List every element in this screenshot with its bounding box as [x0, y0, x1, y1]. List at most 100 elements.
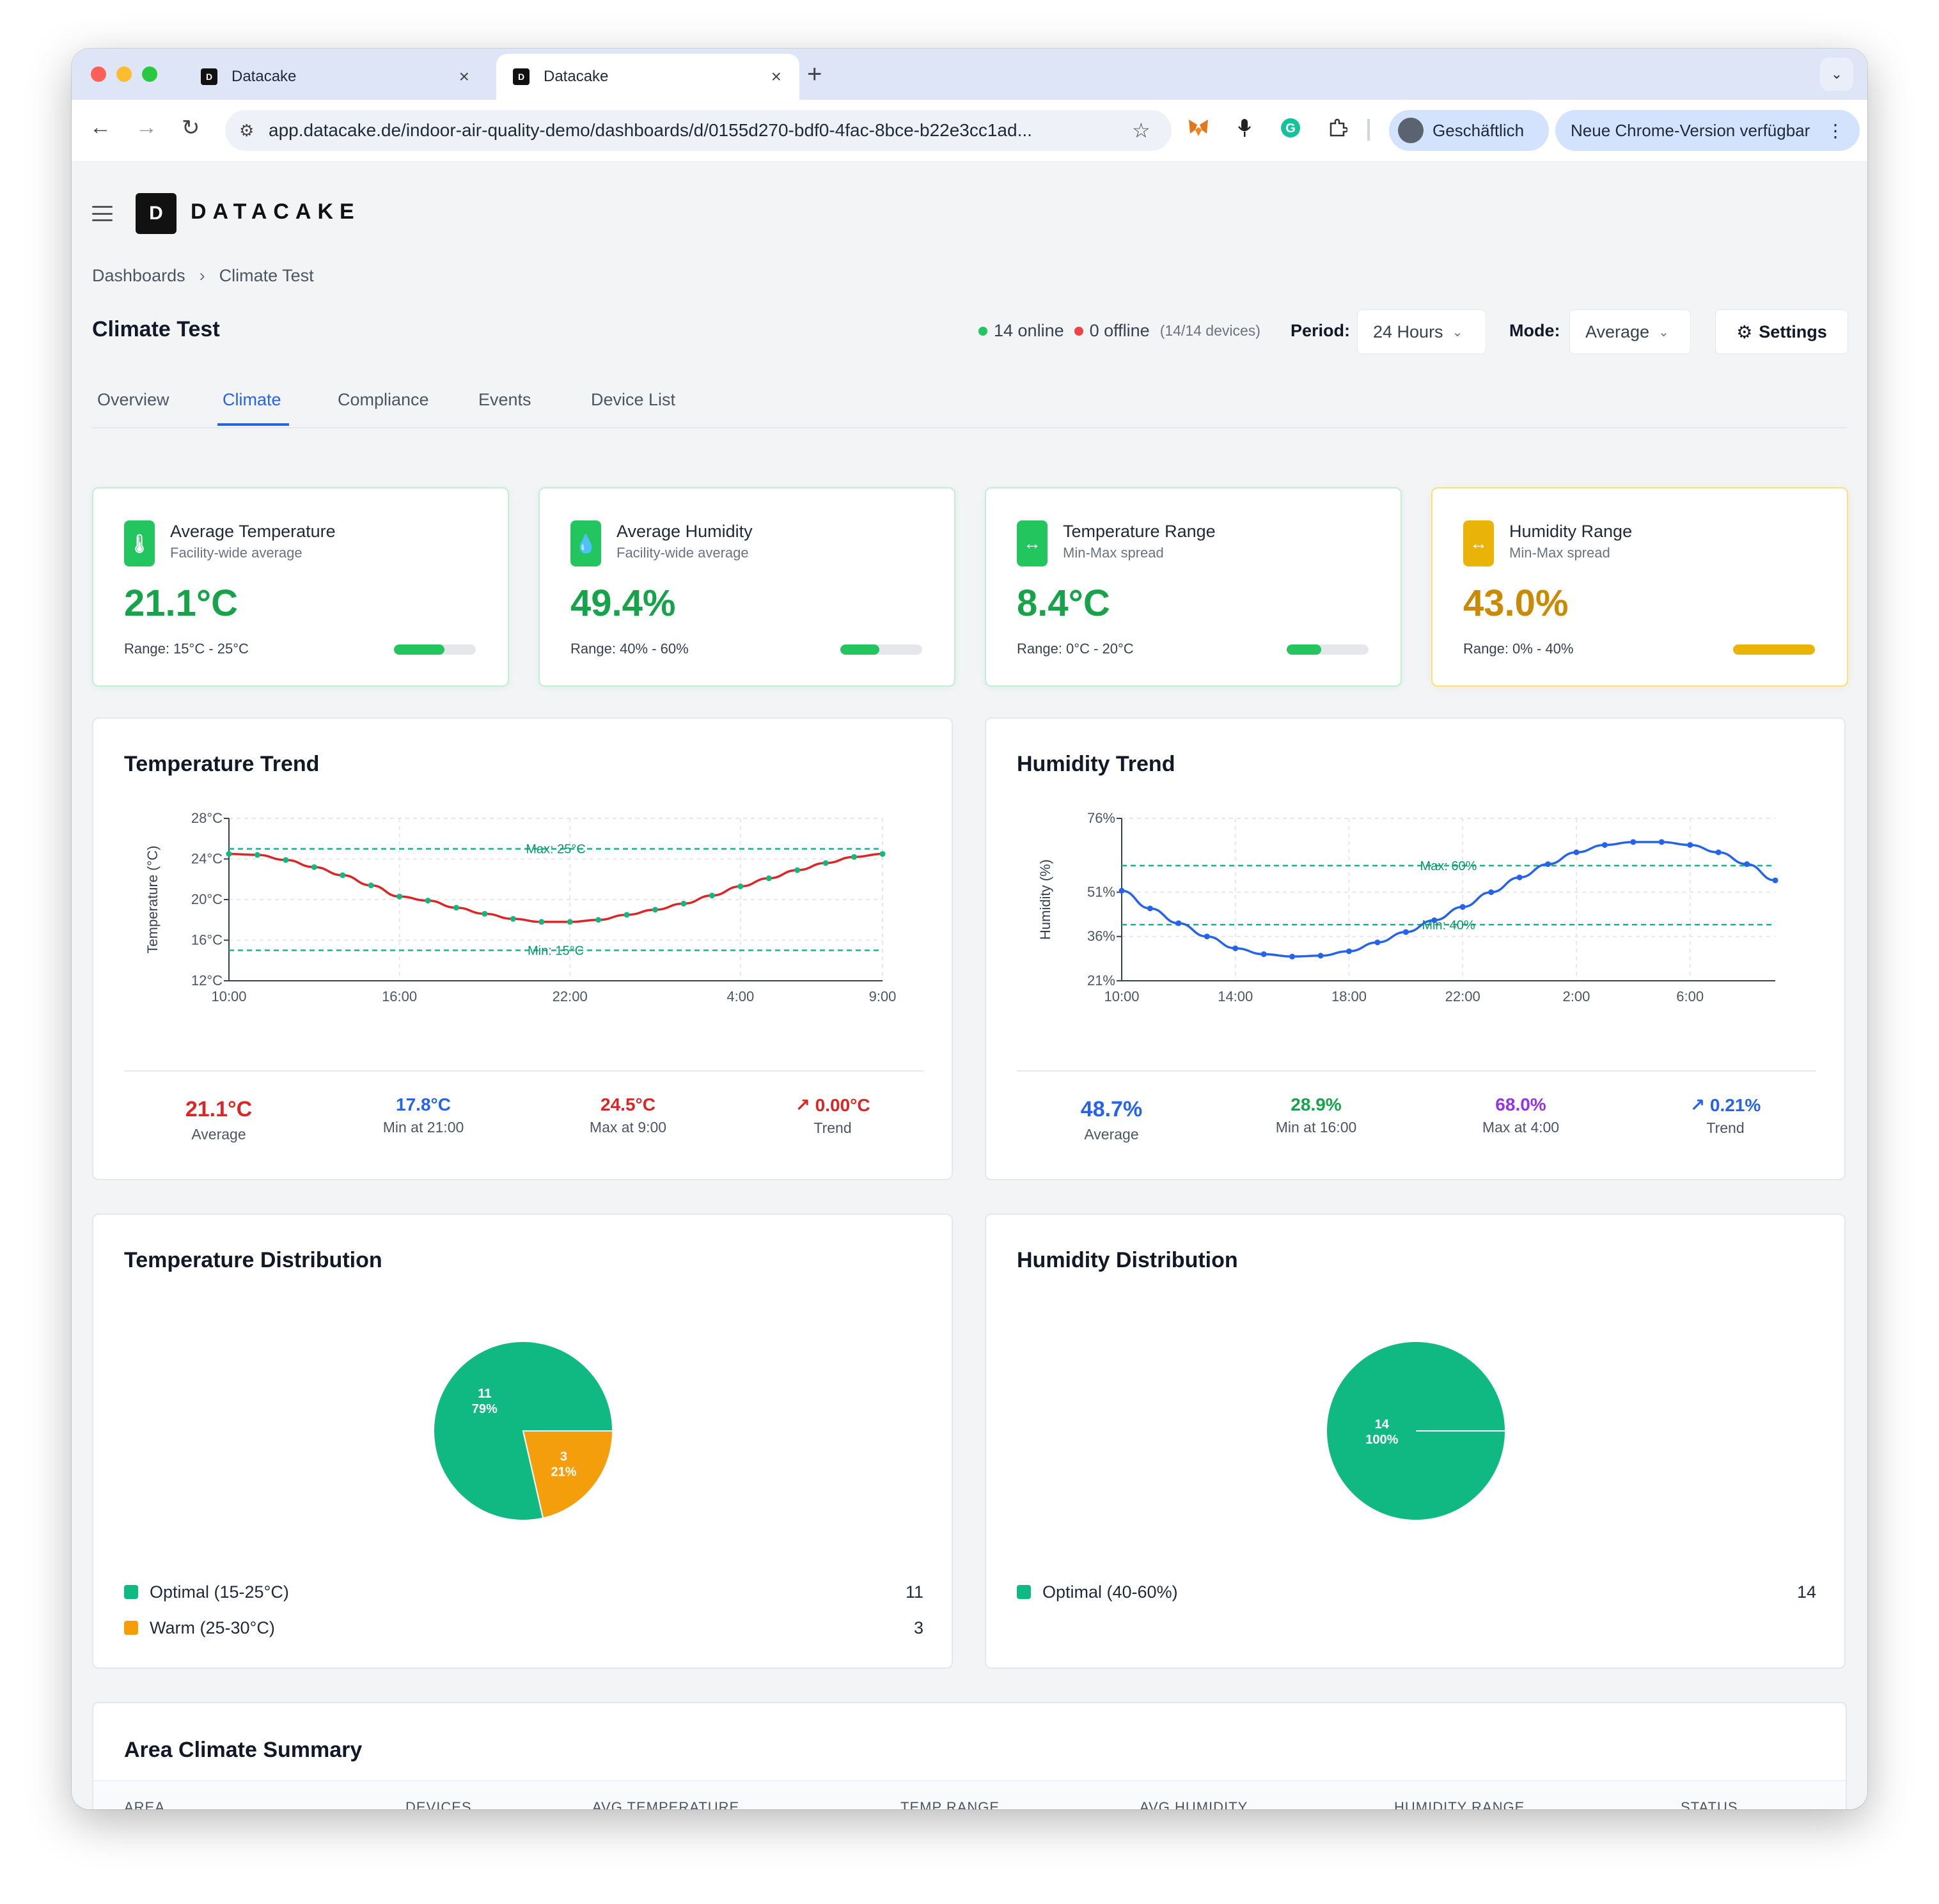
pie-slice — [433, 1341, 614, 1521]
stat-value: 48.7% — [1080, 1097, 1143, 1121]
profile-button[interactable]: Geschäftlich — [1389, 110, 1549, 151]
stat-value: 17.8°C — [396, 1095, 451, 1114]
chrome-update-button[interactable]: Neue Chrome-Version verfügbar ⋮ — [1555, 110, 1860, 151]
kpi-subtitle: Facility-wide average — [616, 545, 749, 561]
stat-label: Max at 9:00 — [589, 1119, 667, 1135]
period-select[interactable]: 24 Hours ⌄ — [1357, 309, 1486, 354]
data-point — [538, 919, 545, 925]
page-title: Climate Test — [92, 317, 220, 341]
data-point — [567, 919, 573, 925]
kpi-title: Temperature Range — [1063, 522, 1216, 541]
legend-count: 14 — [1796, 1582, 1816, 1602]
stat-label: Trend — [813, 1120, 852, 1136]
new-tab-button[interactable]: + — [807, 60, 822, 88]
data-point — [425, 898, 431, 904]
stat-value: ↗ 0.21% — [1690, 1095, 1761, 1115]
legend-label: Warm (25-30°C) — [150, 1618, 275, 1637]
pie-label-count: 11 — [478, 1387, 491, 1401]
pie-label-percent: 100% — [1365, 1433, 1398, 1447]
column-header-humidity-range[interactable]: HUMIDITY RANGE — [1394, 1799, 1525, 1809]
close-window-button[interactable] — [91, 66, 106, 82]
kpi-progress-bar — [840, 644, 922, 655]
y-tick-label: 24°C — [191, 851, 223, 867]
reference-line-label: Max: 60% — [1420, 859, 1477, 873]
column-header-devices[interactable]: DEVICES — [405, 1799, 472, 1809]
data-point — [1658, 839, 1665, 845]
data-point — [794, 867, 801, 873]
tab-overview[interactable]: Overview — [97, 390, 169, 409]
settings-button[interactable]: ⚙ Settings — [1715, 309, 1848, 354]
data-point — [453, 905, 459, 911]
kpi-card-humidity-range: ↔ Humidity Range Min-Max spread 43.0% Ra… — [1431, 487, 1848, 687]
metamask-extension-icon[interactable] — [1187, 116, 1210, 139]
datacake-logo-icon[interactable]: D — [136, 193, 177, 234]
browser-tab-1[interactable]: D Datacake × — [184, 54, 487, 100]
menu-icon[interactable] — [92, 206, 113, 221]
pie-label-count: 3 — [560, 1450, 567, 1464]
breadcrumb-dashboards[interactable]: Dashboards — [92, 266, 185, 285]
back-button[interactable]: ← — [90, 115, 111, 139]
close-tab-icon[interactable]: × — [459, 66, 469, 86]
grammarly-extension-icon[interactable]: G — [1279, 116, 1302, 139]
column-header-status[interactable]: STATUS — [1681, 1799, 1738, 1809]
stat-max: 24.5°C Max at 9:00 — [538, 1095, 718, 1136]
url-text[interactable]: app.datacake.de/indoor-air-quality-demo/… — [269, 120, 1032, 140]
column-header-temp-range[interactable]: TEMP RANGE — [900, 1799, 1000, 1809]
device-count: (14/14 devices) — [1159, 322, 1260, 339]
more-menu-icon[interactable]: ⋮ — [1826, 120, 1844, 141]
stat-average: 21.1°C Average — [129, 1097, 308, 1143]
kpi-progress-bar — [1733, 644, 1815, 655]
mode-value: Average — [1585, 322, 1650, 341]
bookmark-star-icon[interactable]: ☆ — [1132, 119, 1150, 142]
tab-events[interactable]: Events — [478, 390, 531, 409]
microphone-icon[interactable] — [1233, 116, 1256, 139]
offline-count: 0 offline — [1089, 321, 1150, 340]
temperature-trend-card: Temperature Trend 12°C 16°C 20°C 24°C 28°C 10… — [92, 717, 953, 1180]
browser-toolbar: ← → ↻ ⚙ app.datacake.de/indoor-air-quali… — [72, 100, 1867, 162]
reference-line-label: Min: 15°C — [528, 944, 584, 958]
column-header-avg-temperature[interactable]: AVG TEMPERATURE — [592, 1799, 740, 1809]
stat-value: 68.0% — [1495, 1095, 1546, 1114]
minimize-window-button[interactable] — [116, 66, 132, 82]
gear-icon: ⚙ — [1736, 322, 1753, 342]
table-header — [93, 1780, 1846, 1809]
legend-item[interactable]: Warm (25-30°C) 3 — [124, 1615, 923, 1641]
chevron-down-icon: ⌄ — [1830, 66, 1843, 82]
data-point — [311, 864, 317, 870]
tab-compliance[interactable]: Compliance — [338, 390, 429, 409]
kpi-progress-bar — [1287, 644, 1369, 655]
column-header-avg-humidity[interactable]: AVG HUMIDITY — [1140, 1799, 1248, 1809]
tab-search-button[interactable]: ⌄ — [1820, 58, 1853, 91]
site-settings-icon[interactable]: ⚙ — [239, 120, 255, 140]
kpi-value: 21.1°C — [124, 582, 238, 624]
reload-button[interactable]: ↻ — [182, 116, 200, 140]
browser-tab-2[interactable]: D Datacake × — [496, 54, 799, 100]
data-point — [1459, 904, 1466, 910]
offline-dot-icon — [1074, 326, 1083, 336]
mode-select[interactable]: Average ⌄ — [1569, 309, 1691, 354]
data-point — [709, 893, 715, 899]
tab-device-list[interactable]: Device List — [591, 390, 676, 409]
stat-average: 48.7% Average — [1022, 1097, 1201, 1143]
area-climate-summary-card: Area Climate Summary AREA DEVICES AVG TE… — [92, 1702, 1847, 1809]
legend-item[interactable]: Optimal (40-60%) 14 — [1017, 1579, 1816, 1605]
y-tick-label: 21% — [1087, 972, 1115, 988]
x-tick-label: 9:00 — [869, 988, 897, 1004]
chevron-down-icon: ⌄ — [1658, 325, 1669, 339]
extensions-puzzle-icon[interactable] — [1326, 116, 1349, 139]
address-bar[interactable]: ⚙ app.datacake.de/indoor-air-quality-dem… — [225, 110, 1172, 151]
y-axis-label: Humidity (%) — [1037, 859, 1053, 940]
tab-climate[interactable]: Climate — [223, 390, 281, 409]
stat-value: 28.9% — [1291, 1095, 1342, 1114]
maximize-window-button[interactable] — [142, 66, 157, 82]
data-point — [1431, 917, 1438, 923]
column-header-area[interactable]: AREA — [124, 1799, 165, 1809]
data-point — [624, 912, 630, 918]
humidity-trend-card: Humidity Trend 21% 36% 51% 76% 10:00 14:00 18:… — [985, 717, 1846, 1180]
legend-item[interactable]: Optimal (15-25°C) 11 — [124, 1579, 923, 1605]
temperature-trend-chart: 12°C 16°C 20°C 24°C 28°C 10:00 16:00 22:00 4:00 9… — [145, 810, 897, 1004]
stat-trend: ↗ 0.21% Trend — [1636, 1095, 1815, 1137]
close-tab-icon[interactable]: × — [771, 66, 781, 86]
brand-name[interactable]: DATACAKE — [191, 199, 361, 224]
forward-button[interactable]: → — [136, 115, 157, 139]
